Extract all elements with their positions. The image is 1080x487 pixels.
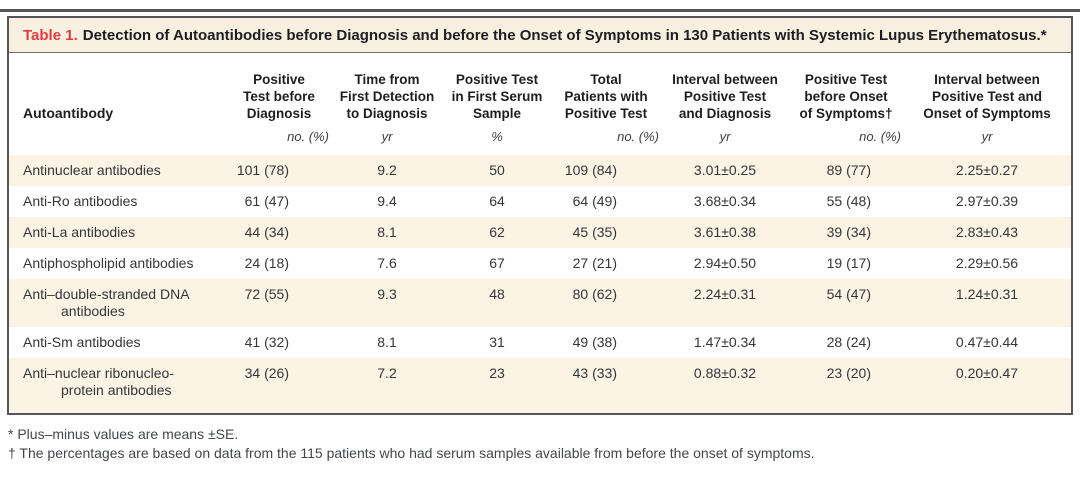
unit-cell: no. (%): [617, 129, 659, 144]
cell: 43 (33): [572, 365, 617, 381]
cell: 28 (24): [826, 334, 871, 350]
cell: 7.6: [377, 255, 397, 271]
unit-cell: %: [491, 129, 503, 144]
unit-cell: no. (%): [859, 129, 901, 144]
row-label: Anti-Sm antibodies: [23, 334, 141, 350]
cell: 27 (21): [572, 255, 617, 271]
cell: 2.24±0.31: [693, 286, 757, 302]
footnote-plus-minus: * Plus–minus values are means ±SE.: [8, 426, 239, 442]
cell: 8.1: [377, 224, 397, 240]
table-title-text: Detection of Autoantibodies before Diagn…: [82, 27, 1047, 44]
cell: 19 (17): [826, 255, 871, 271]
unit-cell: yr: [381, 129, 393, 144]
row-label: Anti–nuclear ribonucleo- protein antibod…: [23, 365, 174, 398]
page: Table 1. Detection of Autoantibodies befo…: [0, 9, 1080, 487]
cell: 31: [489, 334, 505, 350]
column-header-interval-test-onset: Interval between Positive Test and Onset…: [923, 72, 1051, 121]
data-table: Autoantibody Positive Test before Diagno…: [9, 53, 1071, 413]
column-header-total-patients: Total Patients with Positive Test: [564, 72, 648, 121]
top-rule: [0, 9, 1080, 12]
cell: 89 (77): [826, 162, 871, 178]
unit-cell: yr: [981, 129, 993, 144]
cell: 50: [489, 162, 505, 178]
table-row: Anti-La antibodies 44 (34) 8.1 62 45 (35…: [9, 217, 1071, 248]
column-header-interval-test-diagnosis: Interval between Positive Test and Diagn…: [672, 72, 778, 121]
row-label: Anti–double-stranded DNA antibodies: [23, 286, 190, 319]
cell: 0.88±0.32: [693, 365, 757, 381]
cell: 67: [489, 255, 505, 271]
cell: 109 (84): [564, 162, 617, 178]
column-header-positive-test-before-diagnosis: Positive Test before Diagnosis: [243, 72, 315, 121]
cell: 24 (18): [244, 255, 289, 271]
cell: 3.01±0.25: [693, 162, 757, 178]
cell: 48: [489, 286, 505, 302]
footnotes: * Plus–minus values are means ±SE. † The…: [8, 425, 1080, 463]
row-label: Antinuclear antibodies: [23, 162, 161, 178]
column-header-positive-test-first-serum: Positive Test in First Serum Sample: [451, 72, 543, 121]
cell: 23: [489, 365, 505, 381]
cell: 61 (47): [244, 193, 289, 209]
row-label: Antiphospholipid antibodies: [23, 255, 194, 271]
cell: 1.24±0.31: [955, 286, 1019, 302]
header-row: Autoantibody Positive Test before Diagno…: [9, 53, 1071, 125]
cell: 9.2: [377, 162, 397, 178]
table-row: Antiphospholipid antibodies 24 (18) 7.6 …: [9, 248, 1071, 279]
unit-cell: yr: [719, 129, 731, 144]
cell: 64: [489, 193, 505, 209]
cell: 34 (26): [244, 365, 289, 381]
cell: 62: [489, 224, 505, 240]
cell: 2.83±0.43: [955, 224, 1019, 240]
cell: 72 (55): [244, 286, 289, 302]
table-title-bar: Table 1. Detection of Autoantibodies befo…: [9, 18, 1071, 53]
cell: 0.20±0.47: [955, 365, 1019, 381]
cell: 49 (38): [572, 334, 617, 350]
cell: 39 (34): [826, 224, 871, 240]
column-header-autoantibody: Autoantibody: [23, 105, 114, 121]
cell: 9.3: [377, 286, 397, 302]
cell: 7.2: [377, 365, 397, 381]
cell: 54 (47): [826, 286, 871, 302]
cell: 80 (62): [572, 286, 617, 302]
cell: 9.4: [377, 193, 397, 209]
cell: 101 (78): [236, 162, 289, 178]
table-row: Anti–nuclear ribonucleo- protein antibod…: [9, 358, 1071, 413]
unit-cell: no. (%): [287, 129, 329, 144]
table-row: Anti-Ro antibodies 61 (47) 9.4 64 64 (49…: [9, 186, 1071, 217]
cell: 23 (20): [826, 365, 871, 381]
row-label: Anti-La antibodies: [23, 224, 136, 240]
cell: 2.25±0.27: [955, 162, 1019, 178]
cell: 2.29±0.56: [955, 255, 1019, 271]
cell: 55 (48): [826, 193, 871, 209]
cell: 0.47±0.44: [955, 334, 1019, 350]
footnote-percentages: † The percentages are based on data from…: [8, 445, 815, 461]
cell: 2.97±0.39: [955, 193, 1019, 209]
cell: 8.1: [377, 334, 397, 350]
cell: 2.94±0.50: [693, 255, 757, 271]
table-row: Anti-Sm antibodies 41 (32) 8.1 31 49 (38…: [9, 327, 1071, 358]
units-row: no. (%) yr % no. (%) yr no. (%) yr: [9, 125, 1071, 155]
cell: 41 (32): [244, 334, 289, 350]
cell: 3.61±0.38: [693, 224, 757, 240]
cell: 45 (35): [572, 224, 617, 240]
column-header-positive-test-before-onset: Positive Test before Onset of Symptoms†: [799, 72, 893, 121]
table-row: Anti–double-stranded DNA antibodies 72 (…: [9, 279, 1071, 327]
unit-cell: [9, 125, 227, 155]
cell: 64 (49): [572, 193, 617, 209]
cell: 1.47±0.34: [693, 334, 757, 350]
table-container: Table 1. Detection of Autoantibodies befo…: [7, 16, 1073, 415]
row-label: Anti-Ro antibodies: [23, 193, 138, 209]
cell: 44 (34): [244, 224, 289, 240]
cell: 3.68±0.34: [693, 193, 757, 209]
column-header-time-from-first-detection: Time from First Detection to Diagnosis: [339, 72, 435, 121]
table-number-label: Table 1.: [23, 27, 78, 44]
table-row: Antinuclear antibodies 101 (78) 9.2 50 1…: [9, 155, 1071, 186]
